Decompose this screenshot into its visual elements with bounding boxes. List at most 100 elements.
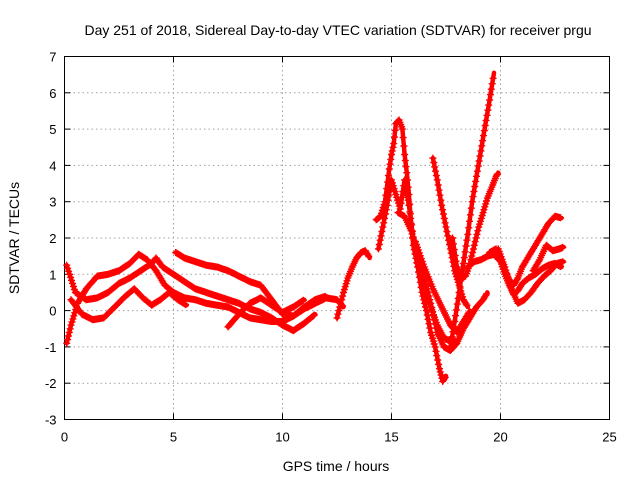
data-point <box>494 170 502 178</box>
data-point <box>377 232 385 240</box>
y-tick-label: 2 <box>49 231 56 246</box>
data-point <box>391 126 399 134</box>
x-tick-label: 10 <box>275 430 289 445</box>
x-tick-labels: 0 5 10 15 20 25 <box>61 430 617 445</box>
data-point <box>431 316 438 324</box>
series-sat-f <box>333 247 373 322</box>
data-point <box>460 254 468 262</box>
data-point <box>384 172 392 180</box>
data-point <box>364 251 372 259</box>
data-point <box>557 214 565 222</box>
data-point <box>487 85 495 93</box>
data-point <box>398 193 406 201</box>
data-point <box>401 151 409 158</box>
y-tick-label: 1 <box>49 267 56 282</box>
data-point <box>472 177 480 185</box>
series-sat-q <box>529 241 567 275</box>
data-point <box>426 296 434 304</box>
data-point <box>384 196 392 204</box>
data-point <box>65 328 73 336</box>
data-point <box>437 371 445 379</box>
data-point <box>374 245 382 253</box>
data-point <box>439 206 446 214</box>
data-point <box>388 147 396 155</box>
data-point <box>338 296 346 304</box>
data-point <box>453 306 460 314</box>
data-point <box>467 204 475 212</box>
data-point <box>440 375 448 383</box>
x-axis-label: GPS time / hours <box>283 458 390 474</box>
data-point <box>402 181 409 189</box>
data-point <box>485 101 493 109</box>
data-point <box>383 201 391 209</box>
data-point <box>432 324 440 332</box>
series-sat-b <box>63 254 318 335</box>
data-point <box>431 343 439 351</box>
chart-title: Day 251 of 2018, Sidereal Day-to-day VTE… <box>84 22 591 38</box>
data-point <box>407 227 415 235</box>
data-point <box>470 241 478 249</box>
data-point <box>66 325 74 333</box>
data-point <box>431 163 439 171</box>
data-series <box>63 70 567 385</box>
data-point <box>462 300 470 308</box>
data-point <box>470 188 478 195</box>
data-point <box>436 365 443 373</box>
data-point <box>438 201 446 209</box>
data-point <box>424 315 432 323</box>
data-point <box>489 74 497 82</box>
data-point <box>375 241 383 248</box>
data-point <box>402 186 410 194</box>
data-point <box>441 219 449 227</box>
y-tick-label: 3 <box>49 195 56 210</box>
data-point <box>403 191 411 199</box>
data-point <box>480 132 487 140</box>
data-point <box>382 206 390 214</box>
data-point <box>63 339 71 347</box>
data-point <box>422 307 430 315</box>
data-point <box>482 116 490 124</box>
data-point <box>479 137 487 145</box>
x-tick-label: 25 <box>602 430 616 445</box>
y-tick-label: 5 <box>49 122 56 137</box>
data-point <box>408 230 416 238</box>
data-point <box>390 140 398 148</box>
data-point <box>310 311 318 319</box>
data-point <box>513 275 521 283</box>
data-point <box>385 191 393 199</box>
data-point <box>401 176 409 184</box>
data-point <box>480 127 488 135</box>
y-tick-label: 0 <box>49 304 56 319</box>
data-point <box>440 214 448 222</box>
data-point <box>67 321 75 329</box>
y-tick-label: 6 <box>49 86 56 101</box>
data-point <box>451 318 459 325</box>
data-point <box>429 154 437 162</box>
data-point <box>430 159 438 166</box>
data-point <box>464 310 472 318</box>
data-point <box>449 240 457 248</box>
data-point <box>398 125 406 133</box>
data-point <box>484 106 492 114</box>
data-point <box>462 242 470 250</box>
data-point <box>436 368 444 376</box>
data-point <box>381 214 388 222</box>
data-point <box>69 315 77 323</box>
y-tick-labels: -3 -2 -1 0 1 2 3 4 5 6 7 <box>45 50 57 428</box>
data-point <box>448 333 456 341</box>
series-sat-p <box>494 245 567 307</box>
data-point <box>433 176 441 184</box>
data-point <box>501 263 509 271</box>
data-point <box>400 142 408 150</box>
series-sat-e <box>224 294 307 331</box>
data-point <box>424 288 432 296</box>
data-point <box>469 249 477 256</box>
data-point <box>386 186 394 194</box>
data-point <box>439 210 447 218</box>
y-tick-label: -2 <box>45 376 57 391</box>
series-sat-h <box>374 176 458 345</box>
data-point <box>433 352 441 360</box>
x-tick-label: 20 <box>493 430 507 445</box>
